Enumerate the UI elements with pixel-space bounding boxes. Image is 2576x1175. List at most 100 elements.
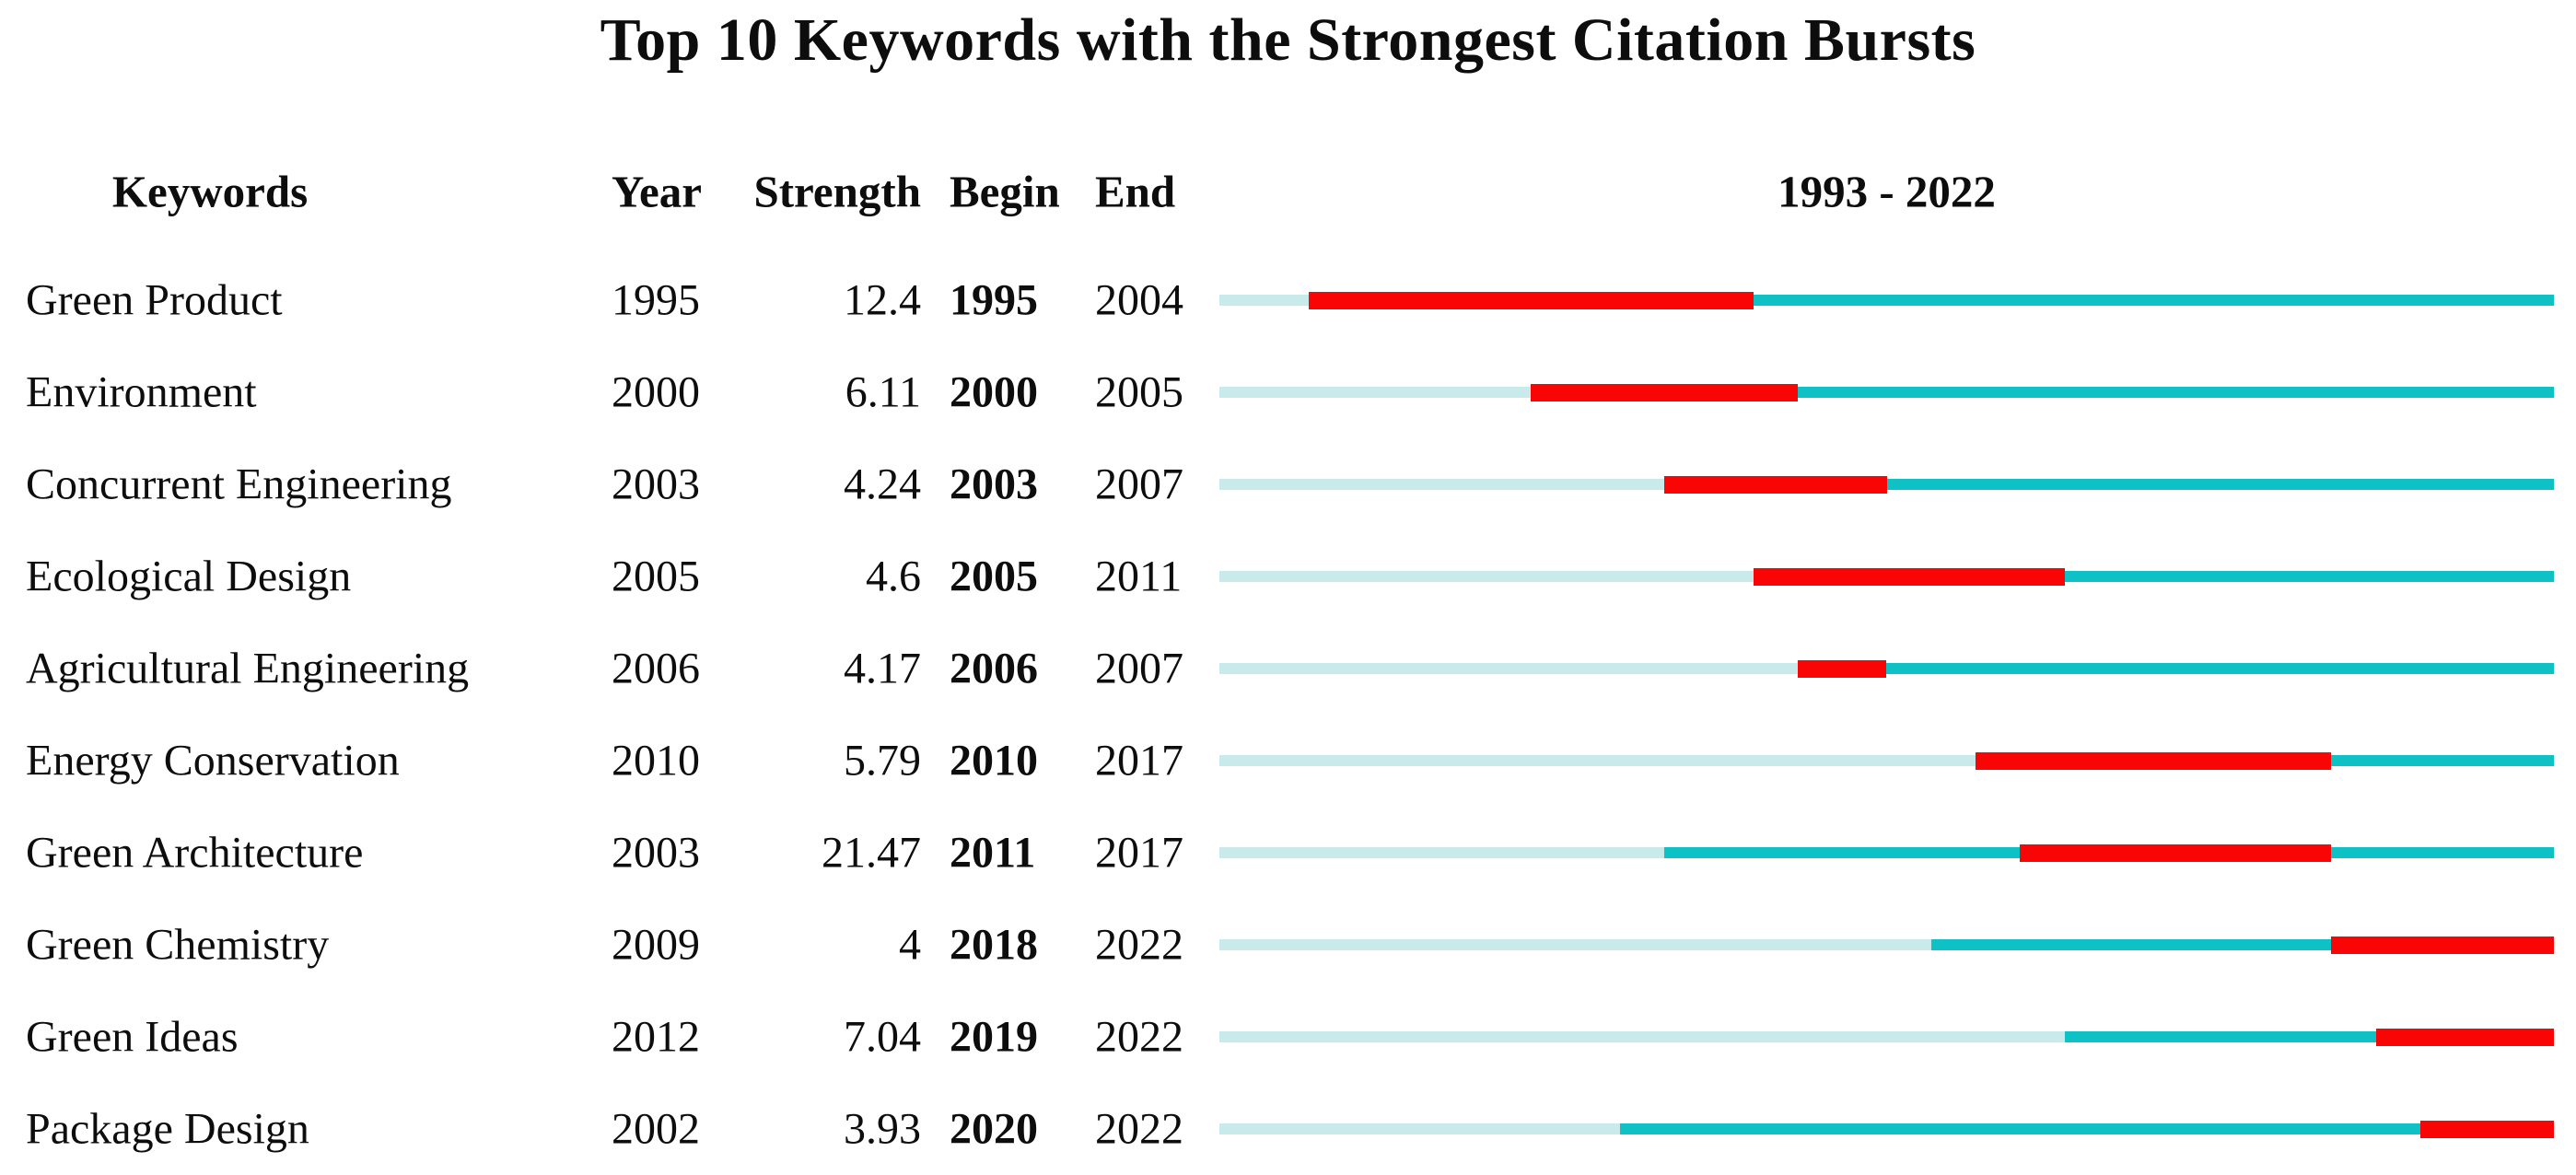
keyword-cell: Environment bbox=[26, 367, 257, 417]
bar-segment-burst bbox=[2331, 936, 2554, 954]
bar-segment-pre-appearance bbox=[1219, 387, 1532, 398]
begin-cell: 2003 bbox=[950, 460, 1038, 509]
table-row: Green Product 1995 12.4 1995 2004 bbox=[0, 254, 2576, 346]
bar-segment-pre-appearance bbox=[1219, 1123, 1620, 1134]
year-cell: 2003 bbox=[612, 828, 700, 878]
column-header-end: End bbox=[1095, 166, 1176, 217]
strength-cell: 4 bbox=[899, 920, 921, 970]
year-cell: 2009 bbox=[612, 920, 700, 970]
year-cell: 2002 bbox=[612, 1104, 700, 1154]
keyword-cell: Green Chemistry bbox=[26, 920, 330, 970]
strength-cell: 5.79 bbox=[844, 736, 921, 785]
bar-segment-burst bbox=[2020, 843, 2332, 862]
end-cell: 2017 bbox=[1095, 736, 1183, 785]
column-header-row: Keywords Year Strength Begin End 1993 - … bbox=[0, 147, 2576, 236]
bar-segment-active-before-burst bbox=[1619, 1123, 2421, 1134]
keyword-cell: Green Architecture bbox=[26, 828, 364, 878]
bar-segment-pre-appearance bbox=[1219, 1031, 2065, 1042]
bar-segment-active-before-burst bbox=[1664, 847, 2021, 858]
bar-segment-active-before-burst bbox=[2064, 1031, 2376, 1042]
keyword-rows: Green Product 1995 12.4 1995 2004 Enviro… bbox=[0, 254, 2576, 1175]
bar-segment-burst bbox=[1753, 567, 2065, 586]
strength-cell: 4.6 bbox=[866, 552, 921, 601]
bar-segment-burst bbox=[2375, 1028, 2554, 1046]
burst-timeline-bar bbox=[1219, 1024, 2554, 1050]
burst-timeline-bar bbox=[1219, 932, 2554, 958]
end-cell: 2007 bbox=[1095, 460, 1183, 509]
table-row: Green Ideas 2012 7.04 2019 2022 bbox=[0, 991, 2576, 1083]
bar-segment-pre-appearance bbox=[1219, 571, 1754, 582]
burst-timeline-bar bbox=[1219, 379, 2554, 405]
bar-segment-active-after-burst bbox=[2331, 755, 2554, 766]
bar-segment-active-after-burst bbox=[1753, 295, 2554, 306]
keyword-cell: Green Ideas bbox=[26, 1012, 239, 1062]
burst-timeline-bar bbox=[1219, 287, 2554, 313]
keyword-cell: Energy Conservation bbox=[26, 736, 400, 785]
year-cell: 2010 bbox=[612, 736, 700, 785]
end-cell: 2007 bbox=[1095, 644, 1183, 693]
table-row: Package Design 2002 3.93 2020 2022 bbox=[0, 1083, 2576, 1175]
year-cell: 2012 bbox=[612, 1012, 700, 1062]
keyword-cell: Green Product bbox=[26, 275, 283, 325]
begin-cell: 2019 bbox=[950, 1012, 1038, 1062]
begin-cell: 1995 bbox=[950, 275, 1038, 325]
burst-timeline-bar bbox=[1219, 1116, 2554, 1142]
strength-cell: 6.11 bbox=[845, 367, 921, 417]
strength-cell: 4.17 bbox=[844, 644, 921, 693]
bar-segment-pre-appearance bbox=[1219, 939, 1931, 950]
table-row: Environment 2000 6.11 2000 2005 bbox=[0, 346, 2576, 438]
strength-cell: 7.04 bbox=[844, 1012, 921, 1062]
table-row: Energy Conservation 2010 5.79 2010 2017 bbox=[0, 715, 2576, 807]
keyword-cell: Agricultural Engineering bbox=[26, 644, 470, 693]
begin-cell: 2010 bbox=[950, 736, 1038, 785]
begin-cell: 2005 bbox=[950, 552, 1038, 601]
burst-timeline-bar bbox=[1219, 748, 2554, 774]
burst-timeline-bar bbox=[1219, 656, 2554, 681]
end-cell: 2017 bbox=[1095, 828, 1183, 878]
end-cell: 2022 bbox=[1095, 1104, 1183, 1154]
burst-timeline-bar bbox=[1219, 564, 2554, 589]
column-header-keywords: Keywords bbox=[111, 166, 309, 217]
bar-segment-burst bbox=[1308, 291, 1754, 309]
year-cell: 1995 bbox=[612, 275, 700, 325]
keyword-cell: Ecological Design bbox=[26, 552, 352, 601]
keyword-cell: Package Design bbox=[26, 1104, 309, 1154]
bar-segment-active-after-burst bbox=[1886, 479, 2554, 490]
bar-segment-active-after-burst bbox=[2331, 847, 2554, 858]
bar-segment-burst bbox=[1664, 475, 1887, 494]
end-cell: 2022 bbox=[1095, 920, 1183, 970]
bar-segment-pre-appearance bbox=[1219, 755, 1976, 766]
year-cell: 2003 bbox=[612, 460, 700, 509]
burst-timeline-bar bbox=[1219, 471, 2554, 497]
strength-cell: 21.47 bbox=[822, 828, 921, 878]
bar-segment-burst bbox=[1976, 751, 2332, 770]
year-cell: 2000 bbox=[612, 367, 700, 417]
bar-segment-burst bbox=[1797, 659, 1887, 678]
strength-cell: 3.93 bbox=[844, 1104, 921, 1154]
strength-cell: 4.24 bbox=[844, 460, 921, 509]
end-cell: 2005 bbox=[1095, 367, 1183, 417]
bar-segment-burst bbox=[2420, 1120, 2554, 1138]
end-cell: 2004 bbox=[1095, 275, 1183, 325]
bar-segment-active-after-burst bbox=[2064, 571, 2554, 582]
column-header-strength: Strength bbox=[753, 166, 921, 217]
column-header-year: Year bbox=[612, 166, 702, 217]
strength-cell: 12.4 bbox=[844, 275, 921, 325]
column-header-timeline-range: 1993 - 2022 bbox=[1778, 166, 1996, 217]
table-row: Green Chemistry 2009 4 2018 2022 bbox=[0, 899, 2576, 991]
begin-cell: 2020 bbox=[950, 1104, 1038, 1154]
year-cell: 2006 bbox=[612, 644, 700, 693]
page-title: Top 10 Keywords with the Strongest Citat… bbox=[600, 6, 1976, 74]
bar-segment-pre-appearance bbox=[1219, 847, 1664, 858]
bar-segment-pre-appearance bbox=[1219, 295, 1309, 306]
bar-segment-active-before-burst bbox=[1930, 939, 2332, 950]
begin-cell: 2018 bbox=[950, 920, 1038, 970]
table-row: Green Architecture 2003 21.47 2011 2017 bbox=[0, 807, 2576, 899]
table-row: Ecological Design 2005 4.6 2005 2011 bbox=[0, 530, 2576, 622]
bar-segment-burst bbox=[1531, 383, 1798, 401]
begin-cell: 2000 bbox=[950, 367, 1038, 417]
end-cell: 2022 bbox=[1095, 1012, 1183, 1062]
year-cell: 2005 bbox=[612, 552, 700, 601]
begin-cell: 2006 bbox=[950, 644, 1038, 693]
